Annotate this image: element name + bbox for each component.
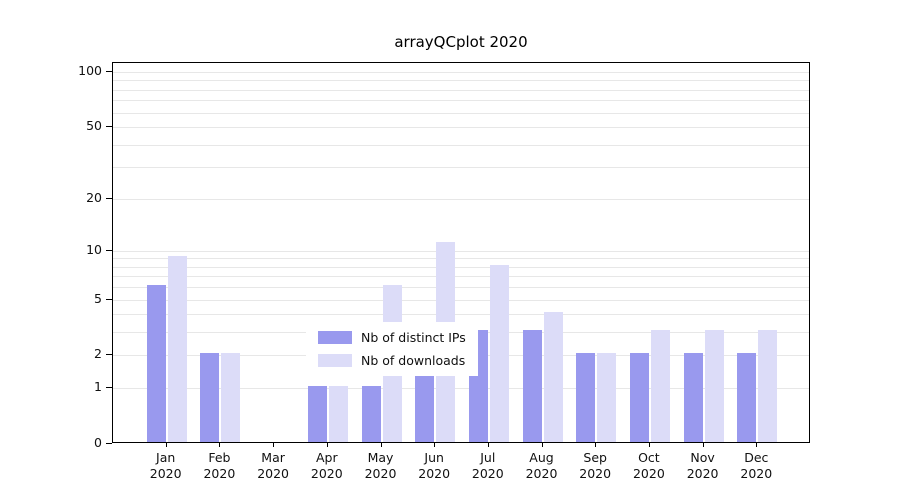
gridline (113, 276, 809, 278)
bar-distinct-ips-dec (737, 353, 757, 442)
y-tick-mark (106, 126, 112, 128)
legend-item-downloads: Nb of downloads (318, 353, 466, 368)
plot-area (112, 62, 810, 443)
gridline (113, 144, 809, 146)
gridline (113, 80, 809, 82)
bar-downloads-aug (543, 312, 563, 442)
gridline (113, 258, 809, 260)
y-tick-label: 2 (94, 346, 102, 362)
bar-downloads-oct (650, 330, 670, 442)
x-tick-mark (541, 443, 543, 447)
x-tick-mark (648, 443, 650, 447)
bar-downloads-feb (221, 353, 241, 442)
x-tick-mark (756, 443, 758, 447)
x-tick-mark (702, 443, 704, 447)
x-tick-mark (273, 443, 275, 447)
legend-label-downloads: Nb of downloads (361, 353, 466, 368)
y-tick-label: 100 (78, 63, 102, 78)
x-tick-label-may: May 2020 (364, 450, 397, 481)
x-tick-mark (380, 443, 382, 447)
gridline (113, 287, 809, 289)
y-tick-label: 50 (86, 118, 102, 134)
x-tick-label-jun: Jun 2020 (418, 450, 451, 481)
x-tick-mark (487, 443, 489, 447)
x-tick-label-nov: Nov 2020 (686, 450, 719, 481)
gridline (113, 112, 809, 114)
x-tick-label-jul: Jul 2020 (471, 450, 504, 481)
bar-downloads-dec (758, 330, 778, 442)
gridline (113, 198, 809, 200)
y-tick-mark (106, 71, 112, 72)
bar-distinct-ips-nov (683, 353, 703, 442)
legend-item-distinct-ips: Nb of distinct IPs (318, 330, 466, 345)
gridline (113, 127, 809, 129)
y-tick-label: 1 (94, 379, 102, 395)
bar-distinct-ips-sep (576, 353, 596, 442)
y-tick-mark (106, 298, 112, 300)
bar-downloads-nov (704, 330, 724, 442)
gridline (113, 299, 809, 301)
x-tick-mark (165, 443, 167, 447)
bar-distinct-ips-may (361, 386, 381, 442)
legend: Nb of distinct IPs Nb of downloads (306, 322, 478, 376)
x-tick-label-aug: Aug 2020 (525, 450, 558, 481)
bar-distinct-ips-jan (146, 285, 166, 442)
x-tick-label-sep: Sep 2020 (579, 450, 612, 481)
y-tick-mark (106, 387, 112, 389)
y-tick-label: 10 (86, 241, 102, 257)
gridline (113, 250, 809, 252)
bar-downloads-apr (328, 386, 348, 442)
gridline (113, 89, 809, 91)
x-tick-mark (595, 443, 597, 447)
y-tick-mark (106, 197, 112, 199)
x-tick-label-feb: Feb 2020 (203, 450, 236, 481)
y-tick-mark (106, 249, 112, 251)
chart-title: arrayQCplot 2020 (394, 33, 528, 51)
gridline (113, 388, 809, 390)
y-tick-mark (106, 354, 112, 356)
gridline (113, 266, 809, 268)
y-tick-label: 5 (94, 290, 102, 306)
legend-swatch-distinct-ips (318, 331, 352, 344)
y-tick-label: 0 (94, 435, 102, 450)
bar-downloads-sep (597, 353, 617, 442)
x-tick-label-jan: Jan 2020 (149, 450, 182, 481)
x-tick-label-mar: Mar 2020 (257, 450, 289, 481)
bar-distinct-ips-aug (522, 330, 542, 442)
bar-distinct-ips-feb (200, 353, 220, 442)
gridline (113, 72, 809, 73)
gridline (113, 167, 809, 169)
x-tick-label-dec: Dec 2020 (740, 450, 773, 481)
legend-swatch-downloads (318, 354, 352, 367)
x-tick-label-apr: Apr 2020 (310, 450, 343, 481)
y-tick-label: 20 (86, 189, 102, 205)
gridline (113, 100, 809, 102)
legend-label-distinct-ips: Nb of distinct IPs (361, 330, 466, 345)
bar-downloads-jan (167, 256, 187, 442)
y-tick-mark (106, 443, 112, 444)
x-tick-mark (434, 443, 436, 447)
bar-distinct-ips-apr (307, 386, 327, 442)
bar-downloads-jul (489, 264, 509, 442)
x-tick-mark (219, 443, 221, 447)
gridline (113, 314, 809, 316)
x-tick-mark (326, 443, 328, 447)
x-tick-label-oct: Oct 2020 (632, 450, 665, 481)
bar-distinct-ips-oct (629, 353, 649, 442)
